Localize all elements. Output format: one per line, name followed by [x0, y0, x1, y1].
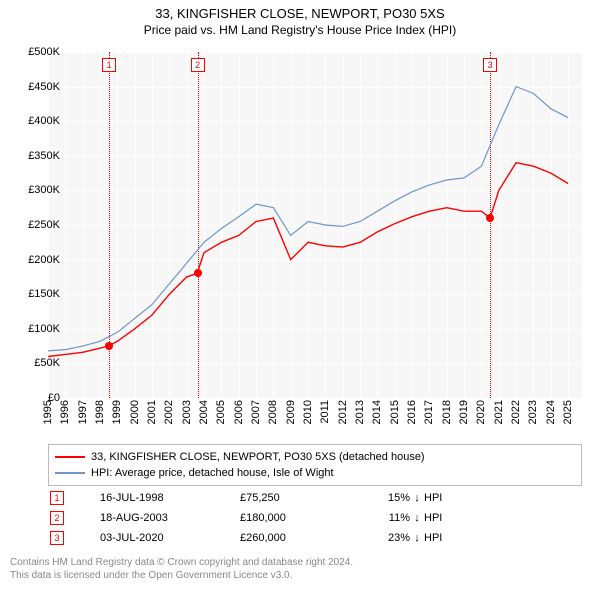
- chart-title: 33, KINGFISHER CLOSE, NEWPORT, PO30 5XS …: [0, 0, 600, 37]
- y-axis-label: £450K: [14, 81, 60, 93]
- x-axis-label: 2004: [198, 400, 210, 424]
- chart-plot-area: 1 2 3: [48, 52, 582, 398]
- marker-dot: [105, 342, 113, 350]
- y-axis-label: £50K: [14, 357, 60, 369]
- event-row: 1 16-JUL-1998£75,25015%↓HPI: [48, 488, 582, 508]
- event-price: £180,000: [240, 512, 350, 524]
- x-axis-label: 2016: [406, 400, 418, 424]
- x-axis-label: 2013: [354, 400, 366, 424]
- series-property: [48, 163, 568, 357]
- x-axis-label: 2009: [285, 400, 297, 424]
- x-axis-label: 2021: [493, 400, 505, 424]
- x-axis-label: 2017: [423, 400, 435, 424]
- event-pct: 23%: [350, 532, 410, 544]
- event-row: 2 18-AUG-2003£180,00011%↓HPI: [48, 508, 582, 528]
- legend-swatch: [55, 472, 85, 474]
- title-line1: 33, KINGFISHER CLOSE, NEWPORT, PO30 5XS: [0, 6, 600, 21]
- x-axis-label: 1997: [77, 400, 89, 424]
- down-arrow-icon: ↓: [410, 532, 424, 544]
- event-row: 3 03-JUL-2020£260,00023%↓HPI: [48, 528, 582, 548]
- x-axis-label: 2023: [527, 400, 539, 424]
- gridline-h: [48, 398, 582, 399]
- x-axis-label: 2003: [181, 400, 193, 424]
- x-axis-label: 1999: [111, 400, 123, 424]
- x-axis-label: 2015: [389, 400, 401, 424]
- event-pct: 15%: [350, 492, 410, 504]
- event-pct: 11%: [350, 512, 410, 524]
- legend-swatch: [55, 456, 85, 458]
- event-date: 03-JUL-2020: [100, 532, 240, 544]
- y-axis-label: £150K: [14, 288, 60, 300]
- x-axis-label: 2024: [545, 400, 557, 424]
- y-axis-label: £400K: [14, 115, 60, 127]
- legend-label: HPI: Average price, detached house, Isle…: [91, 467, 334, 479]
- footer: Contains HM Land Registry data © Crown c…: [10, 556, 353, 582]
- event-number: 3: [50, 531, 64, 545]
- event-date: 18-AUG-2003: [100, 512, 240, 524]
- x-axis-label: 1995: [42, 400, 54, 424]
- marker-box: 3: [483, 58, 497, 72]
- x-axis-label: 2001: [146, 400, 158, 424]
- x-axis-label: 2019: [458, 400, 470, 424]
- x-axis-label: 1998: [94, 400, 106, 424]
- x-axis-label: 2005: [215, 400, 227, 424]
- y-axis-label: £350K: [14, 150, 60, 162]
- x-axis-label: 2020: [475, 400, 487, 424]
- title-line2: Price paid vs. HM Land Registry's House …: [0, 23, 600, 37]
- chart-lines: [48, 52, 582, 398]
- x-axis-label: 1996: [59, 400, 71, 424]
- y-axis-label: £500K: [14, 46, 60, 58]
- legend-label: 33, KINGFISHER CLOSE, NEWPORT, PO30 5XS …: [91, 451, 425, 463]
- x-axis-label: 2018: [441, 400, 453, 424]
- down-arrow-icon: ↓: [410, 492, 424, 504]
- x-axis-label: 2014: [371, 400, 383, 424]
- x-axis-label: 2002: [163, 400, 175, 424]
- x-axis-label: 2025: [562, 400, 574, 424]
- event-number: 1: [50, 491, 64, 505]
- x-axis-label: 2010: [302, 400, 314, 424]
- y-axis-label: £300K: [14, 184, 60, 196]
- x-axis-label: 2012: [337, 400, 349, 424]
- marker-dot: [194, 269, 202, 277]
- footer-line1: Contains HM Land Registry data © Crown c…: [10, 556, 353, 569]
- y-axis-label: £100K: [14, 323, 60, 335]
- x-axis-label: 2000: [129, 400, 141, 424]
- legend-row: 33, KINGFISHER CLOSE, NEWPORT, PO30 5XS …: [55, 449, 575, 465]
- marker-box: 1: [102, 58, 116, 72]
- event-price: £75,250: [240, 492, 350, 504]
- footer-line2: This data is licensed under the Open Gov…: [10, 569, 353, 582]
- event-hpi: HPI: [424, 512, 464, 524]
- down-arrow-icon: ↓: [410, 512, 424, 524]
- event-date: 16-JUL-1998: [100, 492, 240, 504]
- marker-box: 2: [191, 58, 205, 72]
- event-number: 2: [50, 511, 64, 525]
- event-hpi: HPI: [424, 532, 464, 544]
- marker-dot: [486, 214, 494, 222]
- y-axis-label: £200K: [14, 254, 60, 266]
- legend-row: HPI: Average price, detached house, Isle…: [55, 465, 575, 481]
- legend: 33, KINGFISHER CLOSE, NEWPORT, PO30 5XS …: [48, 444, 582, 486]
- x-axis-label: 2007: [250, 400, 262, 424]
- x-axis-label: 2022: [510, 400, 522, 424]
- x-axis-label: 2011: [319, 400, 331, 424]
- x-axis-label: 2006: [233, 400, 245, 424]
- x-axis-label: 2008: [267, 400, 279, 424]
- event-hpi: HPI: [424, 492, 464, 504]
- y-axis-label: £250K: [14, 219, 60, 231]
- event-price: £260,000: [240, 532, 350, 544]
- event-table: 116-JUL-1998£75,25015%↓HPI218-AUG-2003£1…: [48, 488, 582, 548]
